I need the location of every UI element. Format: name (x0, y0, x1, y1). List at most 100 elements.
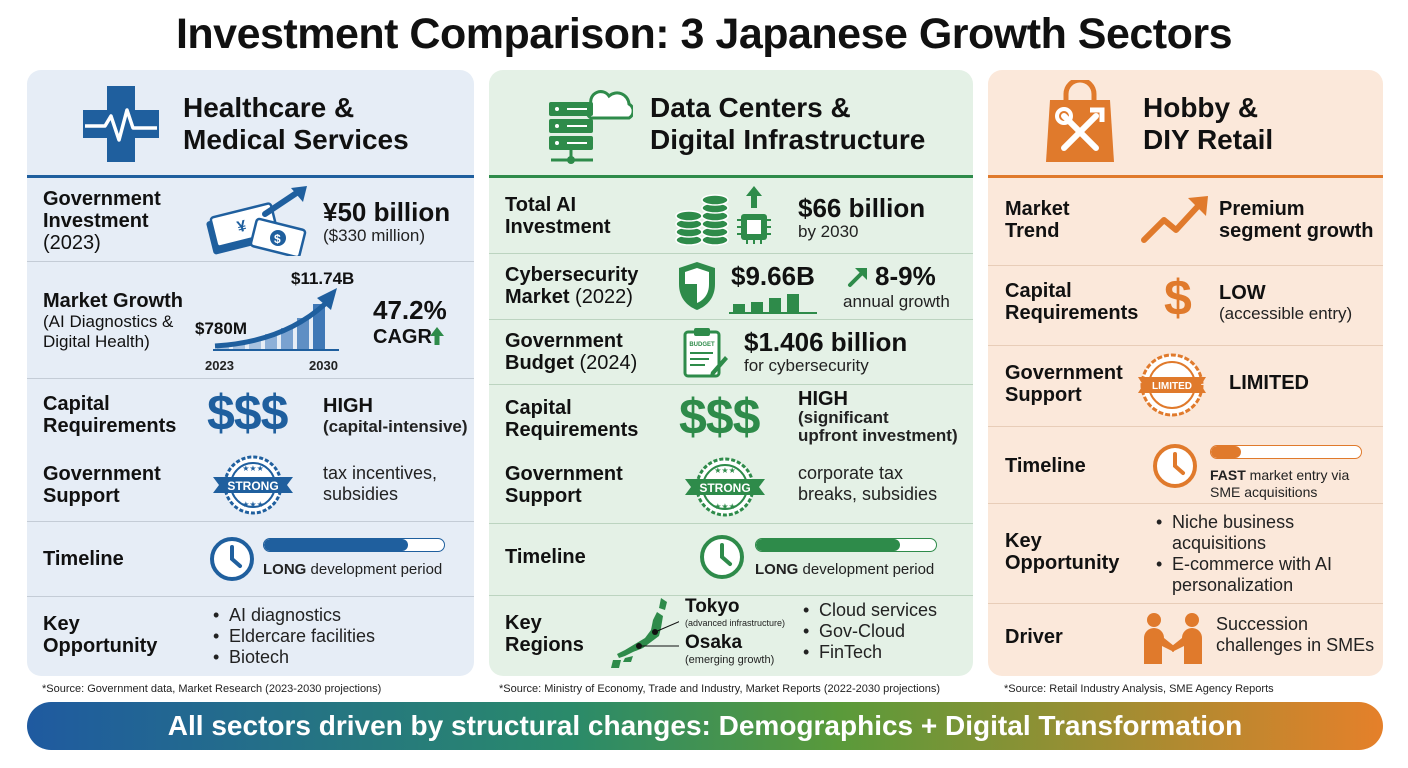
svg-text:★★★: ★★★ (242, 500, 264, 509)
city-osaka-sub: (emerging growth) (685, 654, 775, 666)
cagr-label: CAGR (373, 326, 432, 348)
label-ai-1: Total AI (505, 194, 577, 216)
bar-chart-icon (729, 294, 817, 314)
label-regions: Regions (505, 634, 584, 656)
timeline-text: LONG development period (755, 561, 935, 578)
strong-badge-text: STRONG (227, 479, 278, 493)
row-divider (489, 384, 973, 385)
market-start-value: $780M (195, 319, 247, 338)
timeline-progress (1210, 445, 1362, 459)
dc-capital-value: HIGH (798, 388, 848, 410)
label-budget-year: (2024) (579, 352, 638, 374)
gov-budget-row: Government Budget (2024) BUDGET $1.406 b… (489, 320, 973, 385)
hobby-header-divider (988, 175, 1383, 178)
svg-text:★★★: ★★★ (714, 466, 736, 475)
list-item: Eldercare facilities (211, 626, 375, 647)
hobby-key-opportunity-row: Key Opportunity Niche business acquisiti… (988, 504, 1383, 604)
dc-gov-support-text-2: breaks, subsidies (798, 484, 938, 504)
hobby-gov-support-value: LIMITED (1229, 372, 1309, 394)
label-capital-2: Requirements (43, 415, 177, 437)
capital-row: Capital Requirements $$$ HIGH (capital-i… (27, 379, 474, 449)
datacenters-header: Data Centers & Digital Infrastructure (489, 70, 973, 178)
row-divider (988, 603, 1383, 604)
timeline-text: LONG development period (263, 561, 443, 578)
server-cloud-icon (549, 90, 633, 164)
label-cyber-1: Cybersecurity (505, 264, 639, 286)
label-timeline: Timeline (505, 546, 586, 568)
key-opportunity-row: Key Opportunity AI diagnostics Eldercare… (27, 597, 474, 676)
clock-icon (1153, 444, 1197, 488)
cyber-growth-sub: annual growth (843, 292, 950, 311)
medical-cross-icon (83, 86, 159, 162)
dollar-signs-icon: $$$ (679, 389, 760, 445)
timeline-progress (263, 538, 445, 552)
trend-up-icon (1141, 196, 1208, 243)
hobby-timeline-row: Timeline FAST market entry via SME acqui… (988, 427, 1383, 504)
market-start-year: 2023 (205, 358, 234, 373)
label-gov-support-2: Support (505, 485, 582, 507)
label-key: Key (1005, 530, 1042, 552)
capital-value: HIGH (323, 395, 373, 417)
hobby-source: *Source: Retail Industry Analysis, SME A… (1004, 683, 1274, 695)
datacenters-title-line2: Digital Infrastructure (650, 124, 926, 155)
label-timeline: Timeline (43, 548, 124, 570)
budget-icon-text: BUDGET (689, 342, 715, 348)
datacenters-source: *Source: Ministry of Economy, Trade and … (499, 683, 941, 695)
cyber-growth: 8-9% (875, 261, 936, 291)
limited-badge-text: LIMITED (1152, 381, 1192, 392)
label-trend: Trend (1005, 220, 1060, 242)
gov-support-text-2: subsidies (323, 484, 399, 504)
cybersecurity-row: Cybersecurity Market (2022) $9.66B 8-9% … (489, 254, 973, 320)
hobby-capital-row: Capital Requirements $ LOW (accessible e… (988, 266, 1383, 346)
row-divider (27, 378, 474, 379)
label-budget-1: Government (505, 330, 623, 352)
label-gov-support-1: Government (1005, 362, 1123, 384)
dc-capital-sub-2: upfront investment) (798, 426, 958, 445)
hobby-title-line2: DIY Retail (1143, 124, 1274, 155)
healthcare-title-line1: Healthcare & (183, 92, 355, 123)
gov-support-row: Government Support STRONG ★★★ ★★★ tax in… (27, 449, 474, 522)
label-capital-1: Capital (43, 393, 110, 415)
strong-badge-icon: STRONG ★★★ ★★★ (685, 457, 765, 517)
label-key: Key (43, 613, 80, 635)
row-divider (27, 521, 474, 522)
list-item: Gov-Cloud (801, 621, 937, 642)
dc-gov-support-text-1: corporate tax (798, 463, 904, 483)
market-end-year: 2030 (309, 358, 338, 373)
datacenters-panel: Data Centers & Digital Infrastructure To… (489, 70, 973, 676)
row-divider (489, 319, 973, 320)
timeline-text: FAST market entry via SME acquisitions (1210, 467, 1350, 500)
row-divider (489, 253, 973, 254)
row-divider (489, 595, 973, 596)
label-market: Market (1005, 198, 1070, 220)
gov-investment-value: ¥50 billion (323, 197, 451, 227)
row-divider (27, 596, 474, 597)
label-opportunity: Opportunity (1005, 552, 1120, 574)
datacenters-header-divider (489, 175, 973, 178)
ai-investment-row: Total AI Investment $66 billion by 2030 (489, 178, 973, 254)
market-trend-value-2: segment growth (1219, 220, 1374, 242)
budget-clipboard-icon: BUDGET (683, 328, 728, 378)
list-item: FinTech (801, 642, 937, 663)
opportunity-list: AI diagnostics Eldercare facilities Biot… (211, 605, 375, 668)
budget-value: $1.406 billion (744, 327, 908, 357)
healthcare-header: Healthcare & Medical Services (27, 70, 474, 178)
ai-investment-value: $66 billion (798, 193, 926, 223)
hobby-header: Hobby & DIY Retail (988, 70, 1383, 178)
shield-icon (679, 262, 715, 310)
page-title: Investment Comparison: 3 Japanese Growth… (175, 10, 1233, 58)
healthcare-header-divider (27, 175, 474, 178)
clock-icon (700, 535, 744, 579)
growth-chart-icon (213, 288, 339, 351)
label-cyber-2: Market (505, 286, 570, 308)
timeline-row: Timeline LONG development period (27, 522, 474, 597)
label-gov-support-2: Support (43, 485, 120, 507)
label-gov-investment-year: (2023) (43, 232, 101, 254)
dc-capital-row: Capital Requirements $$$ HIGH (significa… (489, 385, 973, 453)
timeline-progress (755, 538, 937, 552)
list-item: Biotech (211, 647, 375, 668)
svg-text:¥: ¥ (236, 218, 249, 237)
label-market-growth-sub2: Digital Health) (43, 332, 150, 351)
label-capital-1: Capital (505, 397, 572, 419)
money-stack-icon: ¥ $ (206, 186, 307, 256)
